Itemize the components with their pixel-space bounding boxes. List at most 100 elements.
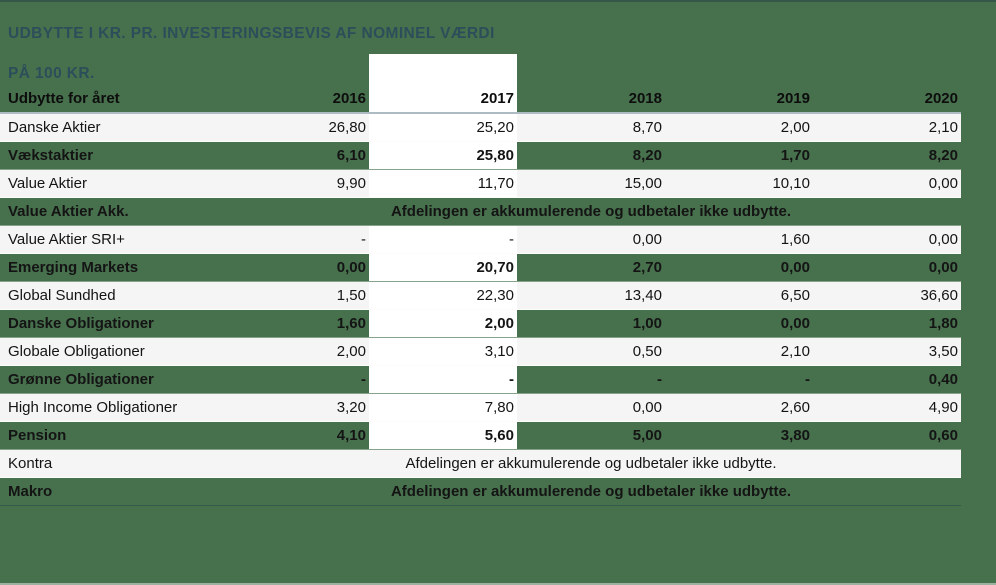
accumulating-note: Afdelingen er akkumulerende og udbetaler… [390,483,792,500]
cell-2016: - [361,231,366,248]
row-label: Global Sundhed [8,287,116,304]
cell-2020: 4,90 [928,399,958,416]
cell-2018: 5,00 [632,427,662,444]
cell-2019: - [805,371,810,388]
cell-2020: 8,20 [928,147,958,164]
cell-2019: 1,70 [780,147,810,164]
cell-2019: 2,00 [780,119,810,136]
row-label: Emerging Markets [8,259,139,276]
row-label: Kontra [8,455,53,472]
cell-2016: 2,00 [336,343,366,360]
dividends-table: Udbytte for året 2016 2017 2018 2019 202… [0,86,961,506]
cell-2019: 2,10 [780,343,810,360]
row-label: Value Aktier [8,175,87,192]
bottom-border-line [0,583,996,585]
table-body: Danske Aktier 26,80 25,20 8,70 2,00 2,10 Vækst… [0,114,961,506]
row-label: Danske Obligationer [8,315,154,332]
cell-2016: 1,60 [336,315,366,332]
cell-2017: 5,60 [369,422,517,449]
cell-2016: 9,90 [336,175,366,192]
cell-2018: 8,70 [632,119,662,136]
cell-2016: 3,20 [336,399,366,416]
row-label: Vækstaktier [8,147,94,164]
cell-2018: 8,20 [632,147,662,164]
header-year-2018: 2018 [628,90,662,107]
cell-2020: 1,80 [928,315,958,332]
table-header-row: Udbytte for året 2016 2017 2018 2019 202… [0,86,961,114]
row-label: Globale Obligationer [8,343,145,360]
table-row: Danske Aktier 26,80 25,20 8,70 2,00 2,10 [0,114,961,142]
cell-2017: 3,10 [369,338,517,365]
cell-2018: 13,40 [624,287,662,304]
header-year-2016: 2016 [332,90,366,107]
cell-2016: 6,10 [336,147,366,164]
cell-2019: 0,00 [780,315,810,332]
cell-2020: 3,50 [928,343,958,360]
row-label: Value Aktier Akk. [8,203,129,220]
cell-2018: 0,00 [632,399,662,416]
cell-2017: 11,70 [369,170,517,197]
accumulating-note: Afdelingen er akkumulerende og udbetaler… [390,203,792,220]
cell-2020: 0,40 [928,371,958,388]
row-label: Makro [8,483,53,500]
table-row: Globale Obligationer 2,00 3,10 0,50 2,10 3,50 [0,338,961,366]
table-row: Grønne Obligationer - - - -0,40 [0,366,961,394]
page-title: UDBYTTE I KR. PR. INVESTERINGSBEVIS AF N… [8,4,495,104]
table-row: Pension 4,10 5,60 5,00 3,80 0,60 [0,422,961,450]
cell-2017: 7,80 [369,394,517,421]
header-year-2017: 2017 [369,86,517,112]
table-row: Makro Afdelingen er akkumulerende og udbe… [0,478,961,506]
accumulating-note: Afdelingen er akkumulerende og udbetaler… [405,455,777,472]
cell-2018: 0,50 [632,343,662,360]
row-label: Grønne Obligationer [8,371,154,388]
cell-2016: 26,80 [328,119,366,136]
table-row: Emerging Markets 0,00 20,70 2,70 0,00 0,00 [0,254,961,282]
table-row: Danske Obligationer 1,60 2,00 1,00 0,00 1,80 [0,310,961,338]
cell-2017: - [369,366,517,393]
header-year-2019: 2019 [776,90,810,107]
cell-2019: 1,60 [780,231,810,248]
table-row: Value Aktier Akk. Afdelingen er akkumuler… [0,198,961,226]
table-row: Vækstaktier 6,10 25,80 8,20 1,70 8,20 [0,142,961,170]
header-year-2020: 2020 [924,90,958,107]
top-border-line [0,0,996,2]
cell-2016: 0,00 [336,259,366,276]
cell-2017: - [369,226,517,253]
cell-2019: 10,10 [772,175,810,192]
row-label: Value Aktier SRI+ [8,231,125,248]
row-label: Pension [8,427,67,444]
cell-2019: 0,00 [780,259,810,276]
cell-2017: 25,80 [369,142,517,169]
cell-2020: 0,00 [928,175,958,192]
table-row: Value Aktier 9,90 11,70 15,00 10,10 0,00 [0,170,961,198]
table-row: Kontra Afdelingen er akkumulerende og udb… [0,450,961,478]
cell-2016: 4,10 [336,427,366,444]
page-title-line1: UDBYTTE I KR. PR. INVESTERINGSBEVIS AF N… [8,25,495,42]
cell-2020: 0,00 [928,259,958,276]
cell-2018: 15,00 [624,175,662,192]
table-row: High Income Obligationer 3,20 7,80 0,00 2,60… [0,394,961,422]
highlight-column-cap [369,54,517,86]
cell-2020: 0,60 [928,427,958,444]
row-label: Danske Aktier [8,119,101,136]
cell-2019: 6,50 [780,287,810,304]
cell-2016: 1,50 [336,287,366,304]
cell-2020: 0,00 [928,231,958,248]
header-label: Udbytte for året [8,90,120,107]
cell-2019: 2,60 [780,399,810,416]
cell-2017: 2,00 [369,310,517,337]
cell-2016: - [361,371,366,388]
table-row: Global Sundhed 1,50 22,30 13,40 6,50 36,60 [0,282,961,310]
cell-2018: 1,00 [632,315,662,332]
cell-2017: 22,30 [369,282,517,309]
table-row: Value Aktier SRI+ - - 0,00 1,60 0,00 [0,226,961,254]
row-label: High Income Obligationer [8,399,178,416]
cell-2018: 2,70 [632,259,662,276]
cell-2017: 25,20 [369,114,517,141]
cell-2018: - [657,371,662,388]
cell-2018: 0,00 [632,231,662,248]
cell-2020: 36,60 [920,287,958,304]
cell-2020: 2,10 [928,119,958,136]
cell-2019: 3,80 [780,427,810,444]
page-title-line2: PÅ 100 KR. [8,65,95,82]
